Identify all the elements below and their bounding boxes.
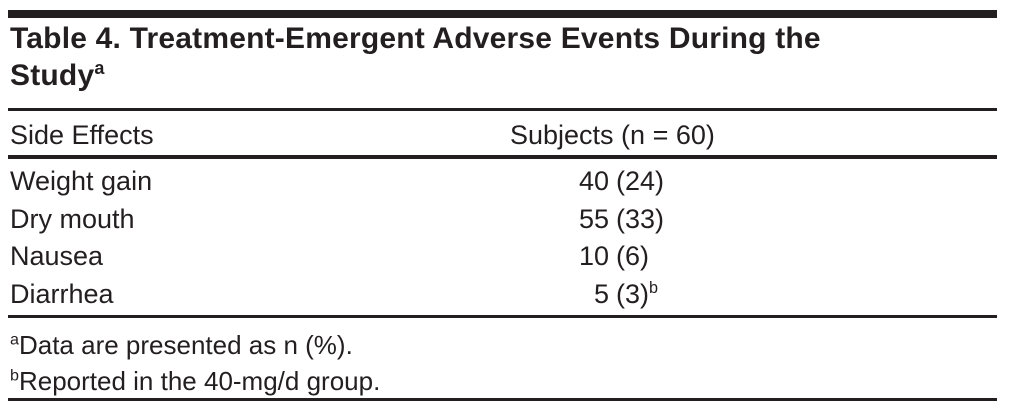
rule-above-footnotes <box>8 315 997 318</box>
count-value: 10 <box>578 241 609 271</box>
title-footnote-marker: a <box>94 58 105 78</box>
table-top-bar <box>8 10 997 18</box>
side-effect-label: Diarrhea <box>10 279 114 309</box>
side-effect-label: Nausea <box>10 241 104 271</box>
footnote-a-marker: a <box>10 330 19 349</box>
footnote-b-marker: b <box>10 366 19 385</box>
side-effect-label: Weight gain <box>10 166 153 196</box>
side-effect-value: 55 (33) <box>578 204 664 234</box>
column-header-subjects: Subjects (n = 60) <box>510 120 715 150</box>
side-effect-value: 5 (3)b <box>578 279 658 309</box>
rule-under-header <box>8 155 997 159</box>
percent-value: (3) <box>616 279 649 309</box>
count-value: 5 <box>593 279 609 309</box>
rule-under-title <box>8 108 997 111</box>
side-effect-value: 10 (6) <box>578 241 649 271</box>
count-value: 55 <box>578 204 609 234</box>
percent-value: (33) <box>616 204 665 234</box>
table-title-text: Table 4. Treatment-Emergent Adverse Even… <box>10 22 821 92</box>
count-value: 40 <box>578 166 609 196</box>
rule-bottom <box>8 398 997 401</box>
column-header-side-effects: Side Effects <box>10 120 154 150</box>
side-effect-value: 40 (24) <box>578 166 664 196</box>
footnote-b-text: Reported in the 40-mg/d group. <box>18 366 381 396</box>
side-effect-label: Dry mouth <box>10 204 135 234</box>
percent-value: (24) <box>616 166 665 196</box>
table-title: Table 4. Treatment-Emergent Adverse Even… <box>10 20 855 94</box>
value-footnote-marker: b <box>649 279 659 297</box>
percent-value: (6) <box>616 241 649 271</box>
footnote-a-text: Data are presented as n (%). <box>18 330 353 360</box>
footnote-b: bReported in the 40-mg/d group. <box>10 366 380 396</box>
footnote-a: aData are presented as n (%). <box>10 330 353 360</box>
